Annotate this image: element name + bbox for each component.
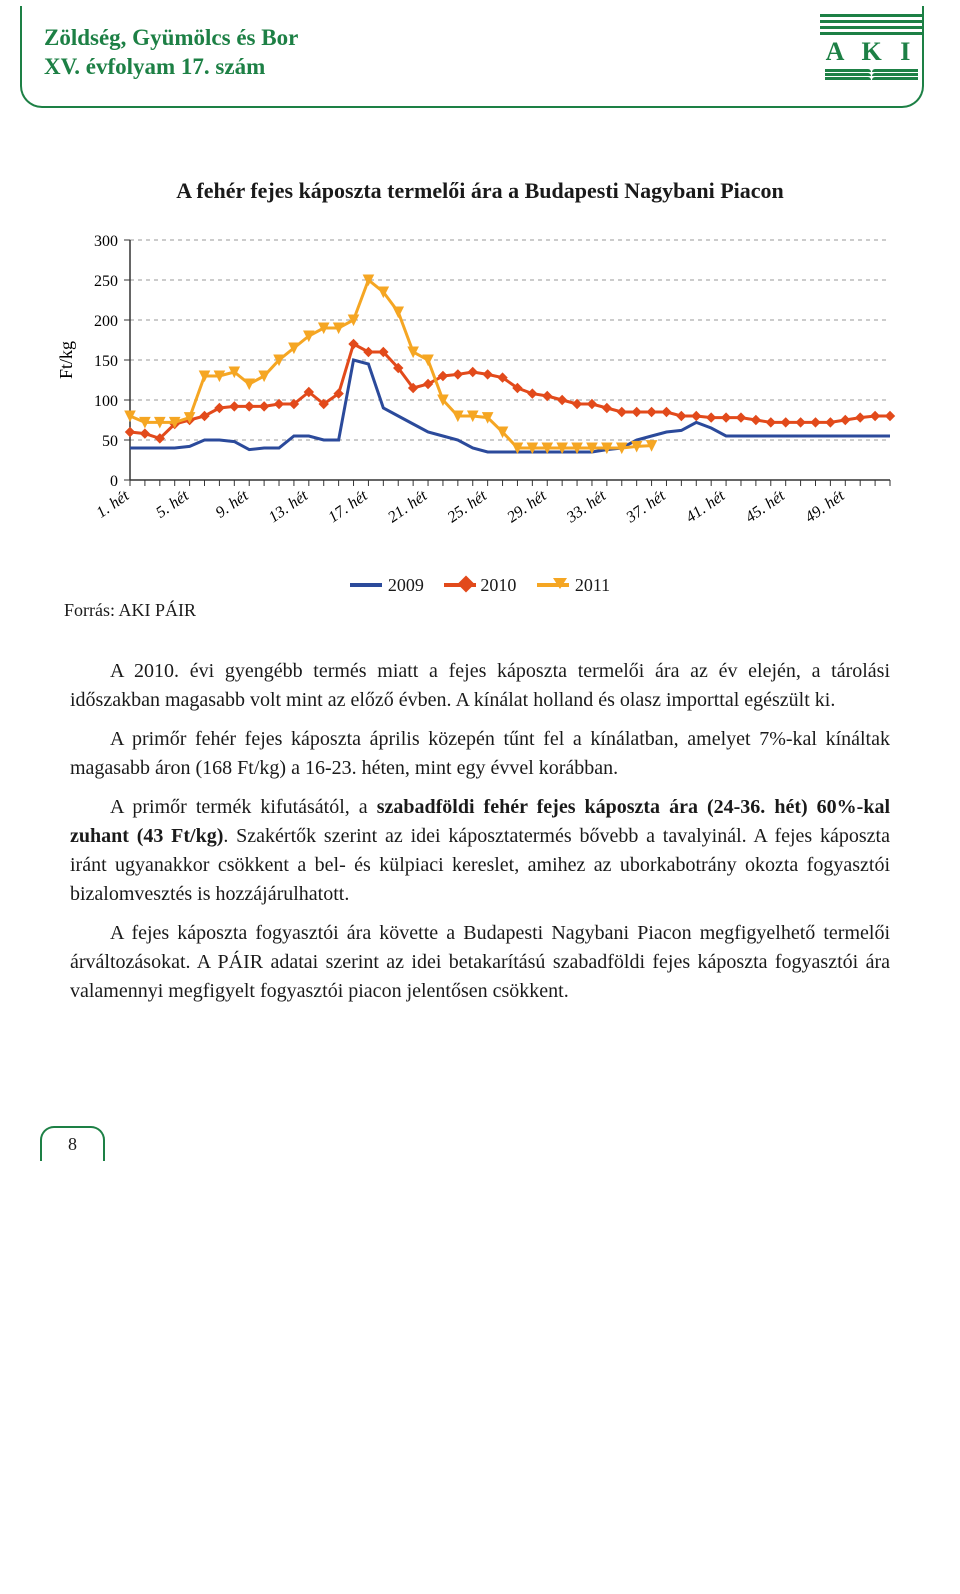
svg-text:17. hét: 17. hét: [325, 487, 371, 526]
svg-text:50: 50: [102, 433, 118, 450]
svg-text:Ft/kg: Ft/kg: [56, 341, 76, 379]
legend-label-2011: 2011: [575, 575, 610, 596]
legend-label-2010: 2010: [480, 575, 516, 596]
body-text: A 2010. évi gyengébb termés miatt a feje…: [70, 657, 890, 1006]
legend-label-2009: 2009: [388, 575, 424, 596]
svg-text:33. hét: 33. hét: [563, 487, 610, 527]
svg-text:1. hét: 1. hét: [93, 487, 132, 522]
chart-title: A fehér fejes káposzta termelői ára a Bu…: [0, 178, 960, 204]
legend-line-icon: [350, 583, 382, 587]
svg-text:45. hét: 45. hét: [743, 487, 789, 526]
svg-text:29. hét: 29. hét: [504, 487, 550, 526]
page-number-wrap: 8: [0, 1126, 960, 1161]
publication-title-line1: Zöldség, Gyümölcs és Bor: [44, 24, 932, 53]
legend-item-2010: 2010: [444, 575, 516, 596]
svg-text:150: 150: [94, 353, 118, 370]
svg-text:250: 250: [94, 273, 118, 290]
svg-text:41. hét: 41. hét: [683, 487, 729, 526]
publication-title: Zöldség, Gyümölcs és Bor XV. évfolyam 17…: [28, 14, 932, 82]
svg-text:200: 200: [94, 313, 118, 330]
svg-text:25. hét: 25. hét: [445, 487, 491, 526]
svg-text:9. hét: 9. hét: [213, 487, 252, 522]
paragraph-4: A fejes káposzta fogyasztói ára követte …: [70, 919, 890, 1006]
chart-source: Forrás: AKI PÁIR: [64, 600, 960, 621]
svg-text:21. hét: 21. hét: [385, 487, 431, 526]
legend-item-2011: 2011: [537, 575, 610, 596]
legend-triangle-icon: [553, 578, 567, 589]
paragraph-2: A primőr fehér fejes káposzta április kö…: [70, 725, 890, 783]
legend-item-2009: 2009: [350, 575, 424, 596]
chart-legend: 2009 2010 2011: [0, 571, 960, 596]
paragraph-1: A 2010. évi gyengébb termés miatt a feje…: [70, 657, 890, 715]
svg-text:49. hét: 49. hét: [802, 487, 848, 526]
page-number: 8: [40, 1126, 105, 1161]
price-chart-svg: 0 50 100 150 200 250 300 1. hét 5. hét 9. hét 13. …: [50, 230, 910, 540]
svg-text:5. hét: 5. hét: [153, 487, 192, 522]
svg-text:13. hét: 13. hét: [266, 487, 312, 526]
svg-text:300: 300: [94, 233, 118, 250]
svg-text:37. hét: 37. hét: [623, 487, 670, 527]
svg-text:0: 0: [110, 473, 118, 490]
price-chart: 0 50 100 150 200 250 300 1. hét 5. hét 9. hét 13. …: [50, 230, 910, 545]
paragraph-3: A primőr termék kifutásától, a szabadföl…: [70, 793, 890, 909]
svg-text:100: 100: [94, 393, 118, 410]
legend-diamond-icon: [458, 576, 475, 593]
page-header: Zöldség, Gyümölcs és Bor XV. évfolyam 17…: [0, 0, 960, 144]
publication-title-line2: XV. évfolyam 17. szám: [44, 53, 932, 82]
